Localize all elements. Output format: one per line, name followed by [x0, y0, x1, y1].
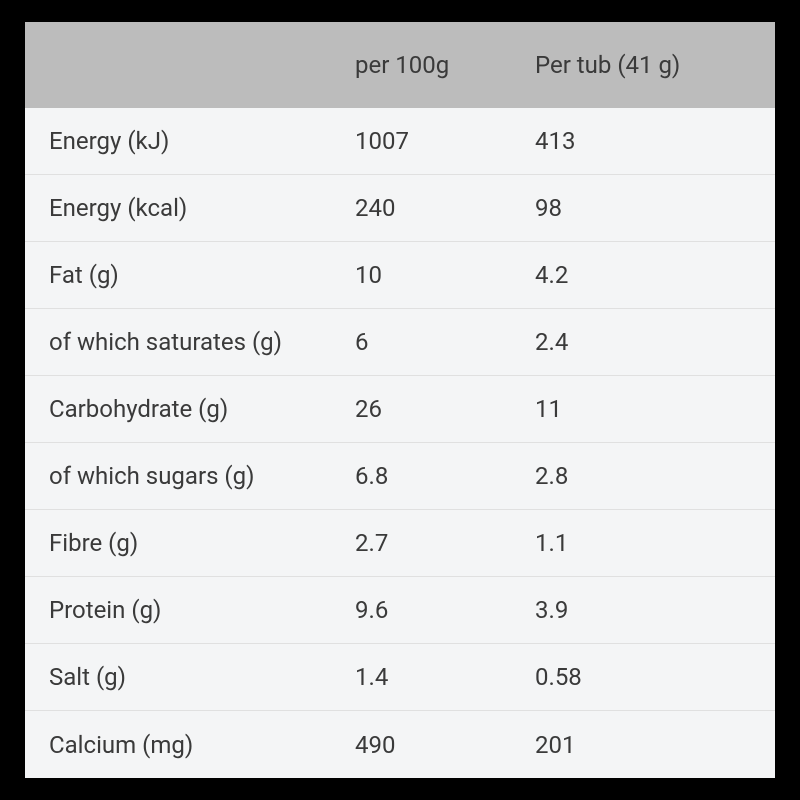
- table-header-row: per 100g Per tub (41 g): [25, 22, 775, 108]
- row-per100g: 2.7: [355, 529, 535, 557]
- row-per100g: 1007: [355, 127, 535, 155]
- row-per100g: 240: [355, 194, 535, 222]
- table-row: Salt (g) 1.4 0.58: [25, 644, 775, 711]
- header-per-100g: per 100g: [355, 51, 535, 79]
- row-pertub: 98: [535, 194, 775, 222]
- table-row: Energy (kcal) 240 98: [25, 175, 775, 242]
- row-pertub: 413: [535, 127, 775, 155]
- table-row: of which saturates (g) 6 2.4: [25, 309, 775, 376]
- row-per100g: 490: [355, 731, 535, 759]
- row-pertub: 2.4: [535, 328, 775, 356]
- row-pertub: 0.58: [535, 663, 775, 691]
- row-pertub: 4.2: [535, 261, 775, 289]
- row-per100g: 9.6: [355, 596, 535, 624]
- row-label: Energy (kcal): [25, 194, 355, 222]
- row-label: Fibre (g): [25, 529, 355, 557]
- row-label: Carbohydrate (g): [25, 395, 355, 423]
- row-label: Energy (kJ): [25, 127, 355, 155]
- table-row: Carbohydrate (g) 26 11: [25, 376, 775, 443]
- table-row: Fat (g) 10 4.2: [25, 242, 775, 309]
- nutrition-table: per 100g Per tub (41 g) Energy (kJ) 1007…: [25, 22, 775, 778]
- row-per100g: 1.4: [355, 663, 535, 691]
- row-label: of which saturates (g): [25, 328, 355, 356]
- table-row: Fibre (g) 2.7 1.1: [25, 510, 775, 577]
- table-row: Protein (g) 9.6 3.9: [25, 577, 775, 644]
- row-pertub: 201: [535, 731, 775, 759]
- row-label: Protein (g): [25, 596, 355, 624]
- row-per100g: 6.8: [355, 462, 535, 490]
- row-per100g: 6: [355, 328, 535, 356]
- row-pertub: 3.9: [535, 596, 775, 624]
- table-row: Calcium (mg) 490 201: [25, 711, 775, 778]
- row-label: Salt (g): [25, 663, 355, 691]
- row-pertub: 2.8: [535, 462, 775, 490]
- row-label: of which sugars (g): [25, 462, 355, 490]
- header-per-tub: Per tub (41 g): [535, 51, 775, 79]
- row-label: Fat (g): [25, 261, 355, 289]
- row-per100g: 10: [355, 261, 535, 289]
- row-pertub: 1.1: [535, 529, 775, 557]
- row-label: Calcium (mg): [25, 731, 355, 759]
- row-per100g: 26: [355, 395, 535, 423]
- table-row: of which sugars (g) 6.8 2.8: [25, 443, 775, 510]
- row-pertub: 11: [535, 395, 775, 423]
- table-row: Energy (kJ) 1007 413: [25, 108, 775, 175]
